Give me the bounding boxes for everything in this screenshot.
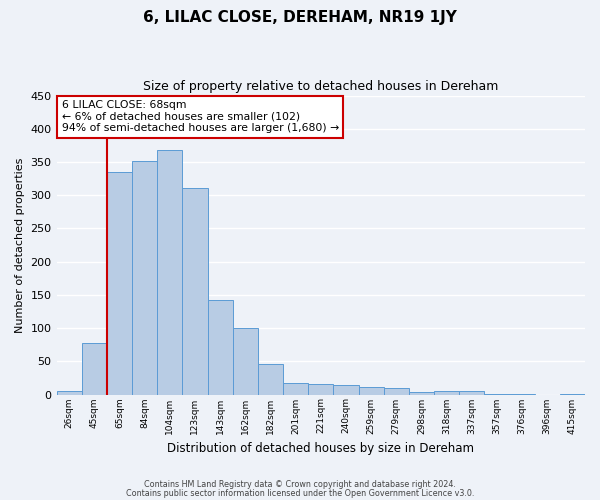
Bar [182, 188, 208, 394]
Bar [107, 172, 132, 394]
Y-axis label: Number of detached properties: Number of detached properties [15, 158, 25, 332]
X-axis label: Distribution of detached houses by size in Dereham: Distribution of detached houses by size … [167, 442, 474, 455]
Bar [132, 160, 157, 394]
Bar [308, 384, 334, 394]
Bar [283, 382, 308, 394]
Bar [56, 391, 82, 394]
Bar [334, 385, 359, 394]
Bar [157, 150, 182, 394]
Bar [459, 391, 484, 394]
Bar [233, 328, 258, 394]
Bar [208, 300, 233, 394]
Text: 6, LILAC CLOSE, DEREHAM, NR19 1JY: 6, LILAC CLOSE, DEREHAM, NR19 1JY [143, 10, 457, 25]
Bar [383, 388, 409, 394]
Text: Contains HM Land Registry data © Crown copyright and database right 2024.: Contains HM Land Registry data © Crown c… [144, 480, 456, 489]
Bar [82, 342, 107, 394]
Bar [258, 364, 283, 394]
Title: Size of property relative to detached houses in Dereham: Size of property relative to detached ho… [143, 80, 499, 93]
Text: 6 LILAC CLOSE: 68sqm
← 6% of detached houses are smaller (102)
94% of semi-detac: 6 LILAC CLOSE: 68sqm ← 6% of detached ho… [62, 100, 339, 133]
Bar [359, 387, 383, 394]
Bar [409, 392, 434, 394]
Bar [434, 391, 459, 394]
Text: Contains public sector information licensed under the Open Government Licence v3: Contains public sector information licen… [126, 488, 474, 498]
